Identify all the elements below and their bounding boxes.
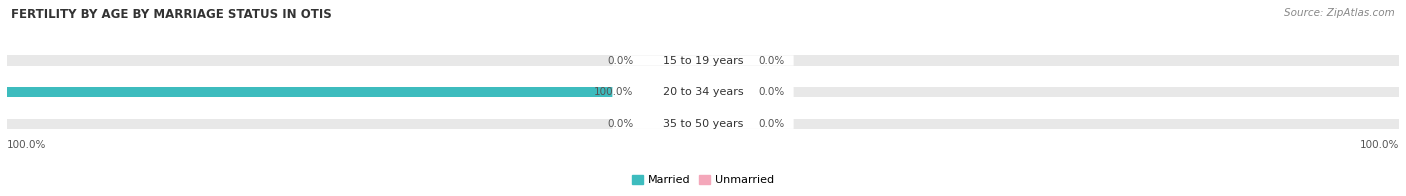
FancyBboxPatch shape bbox=[613, 119, 793, 129]
Text: 0.0%: 0.0% bbox=[607, 119, 633, 129]
Bar bbox=[647, 88, 703, 96]
FancyBboxPatch shape bbox=[613, 55, 793, 66]
Text: 15 to 19 years: 15 to 19 years bbox=[662, 55, 744, 65]
Bar bbox=[703, 88, 745, 96]
Text: 0.0%: 0.0% bbox=[607, 55, 633, 65]
Text: 0.0%: 0.0% bbox=[759, 119, 785, 129]
FancyBboxPatch shape bbox=[613, 87, 793, 97]
Text: 35 to 50 years: 35 to 50 years bbox=[662, 119, 744, 129]
Bar bbox=[703, 119, 745, 128]
Text: 0.0%: 0.0% bbox=[759, 87, 785, 97]
Legend: Married, Unmarried: Married, Unmarried bbox=[627, 170, 779, 190]
Text: 0.0%: 0.0% bbox=[759, 55, 785, 65]
Text: 100.0%: 100.0% bbox=[7, 140, 46, 150]
Text: 100.0%: 100.0% bbox=[1360, 140, 1399, 150]
Bar bbox=[7, 55, 1399, 66]
Bar bbox=[7, 87, 703, 97]
Bar bbox=[647, 119, 703, 128]
Text: 20 to 34 years: 20 to 34 years bbox=[662, 87, 744, 97]
Bar bbox=[7, 87, 1399, 97]
Bar bbox=[7, 119, 1399, 129]
Bar bbox=[647, 56, 703, 65]
Bar bbox=[703, 56, 745, 65]
Text: Source: ZipAtlas.com: Source: ZipAtlas.com bbox=[1284, 8, 1395, 18]
Text: FERTILITY BY AGE BY MARRIAGE STATUS IN OTIS: FERTILITY BY AGE BY MARRIAGE STATUS IN O… bbox=[11, 8, 332, 21]
Text: 100.0%: 100.0% bbox=[593, 87, 633, 97]
